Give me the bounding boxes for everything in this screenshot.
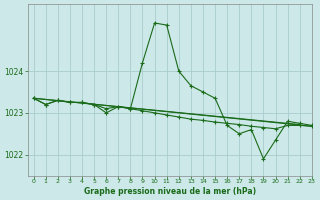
X-axis label: Graphe pression niveau de la mer (hPa): Graphe pression niveau de la mer (hPa) xyxy=(84,187,256,196)
